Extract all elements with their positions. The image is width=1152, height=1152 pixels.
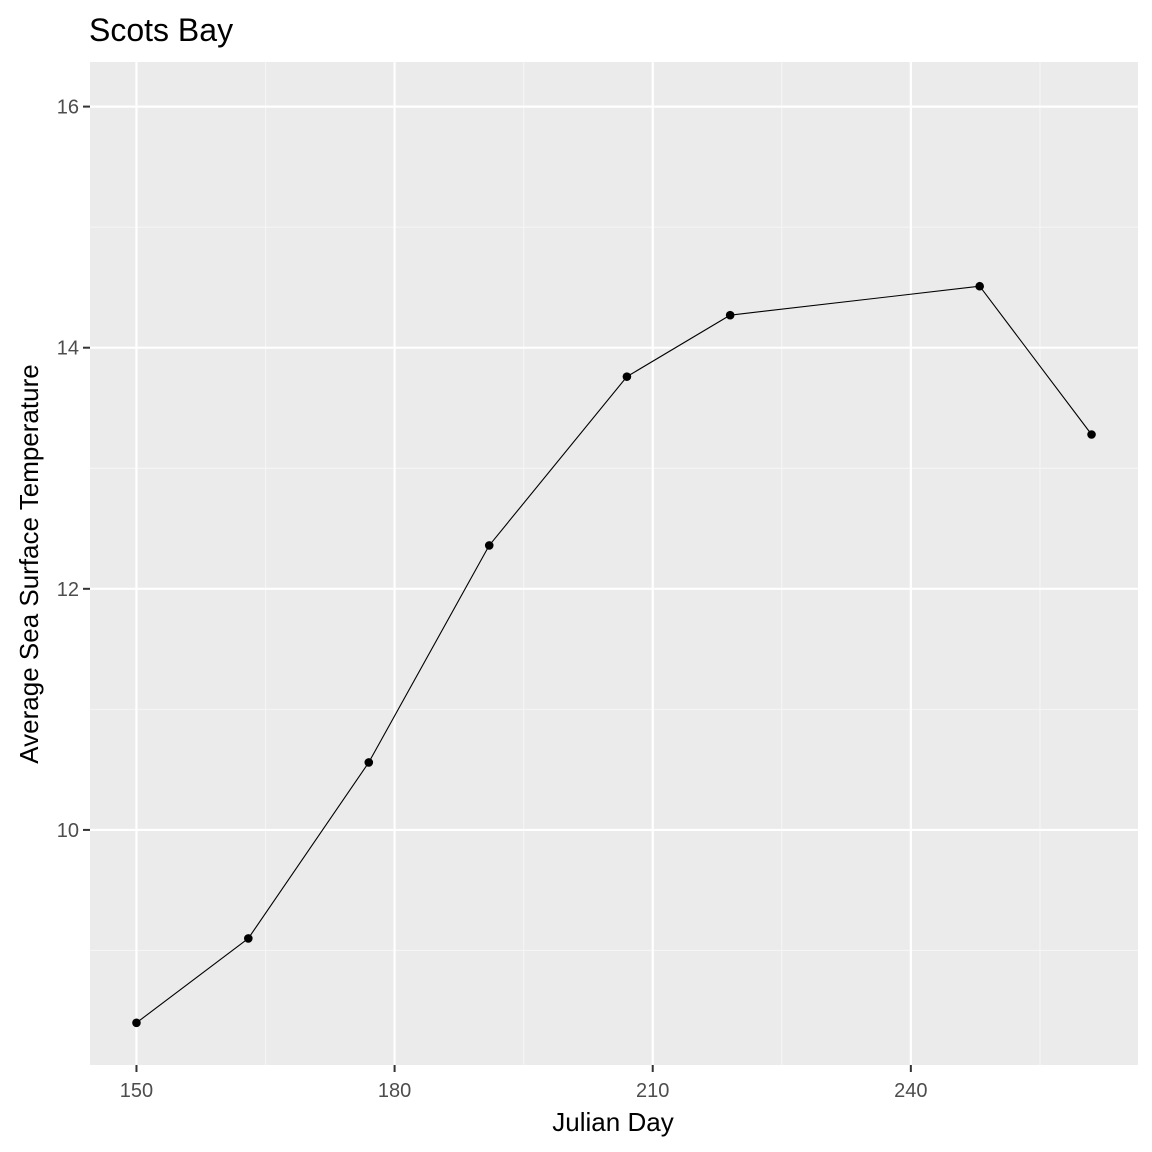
grid-major	[90, 62, 1138, 1065]
y-tick-label-3: 16	[57, 97, 79, 119]
series-points-group	[132, 281, 1096, 1028]
data-point-0-3	[484, 541, 494, 550]
y-tick-label-2: 14	[57, 338, 79, 360]
chart-title: Scots Bay	[89, 12, 233, 48]
y-tick-label-0: 10	[57, 820, 79, 842]
data-point-0-5	[725, 310, 735, 320]
y-axis-title: Average Sea Surface Temperature	[14, 364, 44, 763]
x-axis-title: Julian Day	[552, 1107, 673, 1137]
x-tick-label-3: 240	[894, 1080, 927, 1102]
series-line-0	[136, 285, 1092, 1024]
x-tick-label-2: 210	[636, 1080, 669, 1102]
x-tick-label-1: 180	[378, 1080, 411, 1102]
y-tick-label-1: 12	[57, 579, 79, 601]
data-point-0-6	[975, 281, 984, 291]
grid-minor	[90, 62, 1138, 1065]
plot-panel	[90, 62, 1138, 1065]
data-point-0-7	[1087, 430, 1096, 439]
y-axis: 10 12 14 16	[57, 97, 90, 842]
x-tick-label-0: 150	[120, 1080, 153, 1102]
series-line-group	[136, 285, 1092, 1024]
data-point-0-4	[622, 372, 632, 381]
x-axis: 150 180 210 240	[120, 1065, 928, 1102]
data-point-0-1	[244, 934, 253, 943]
data-point-0-0	[132, 1018, 141, 1028]
data-point-0-2	[364, 758, 374, 767]
